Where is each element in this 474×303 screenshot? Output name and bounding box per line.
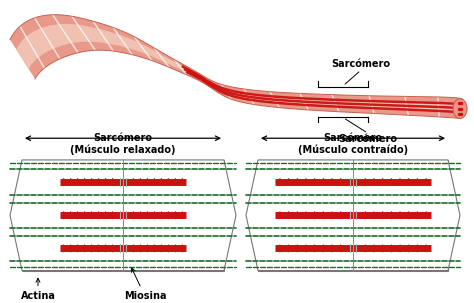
Bar [258, 160, 448, 271]
Ellipse shape [453, 99, 467, 118]
Text: Miosina: Miosina [124, 268, 166, 301]
Text: Actina: Actina [20, 278, 55, 301]
Bar [22, 160, 224, 271]
Text: Sarcómero: Sarcómero [338, 134, 398, 144]
Text: Sarcómero
(Músculo relaxado): Sarcómero (Músculo relaxado) [70, 133, 176, 155]
Text: Sarcómero
(Músculo contraído): Sarcómero (Músculo contraído) [298, 133, 408, 155]
Polygon shape [16, 24, 462, 114]
Text: Sarcómero: Sarcómero [331, 59, 391, 69]
Polygon shape [10, 15, 462, 118]
Polygon shape [246, 160, 460, 271]
Polygon shape [10, 160, 236, 271]
